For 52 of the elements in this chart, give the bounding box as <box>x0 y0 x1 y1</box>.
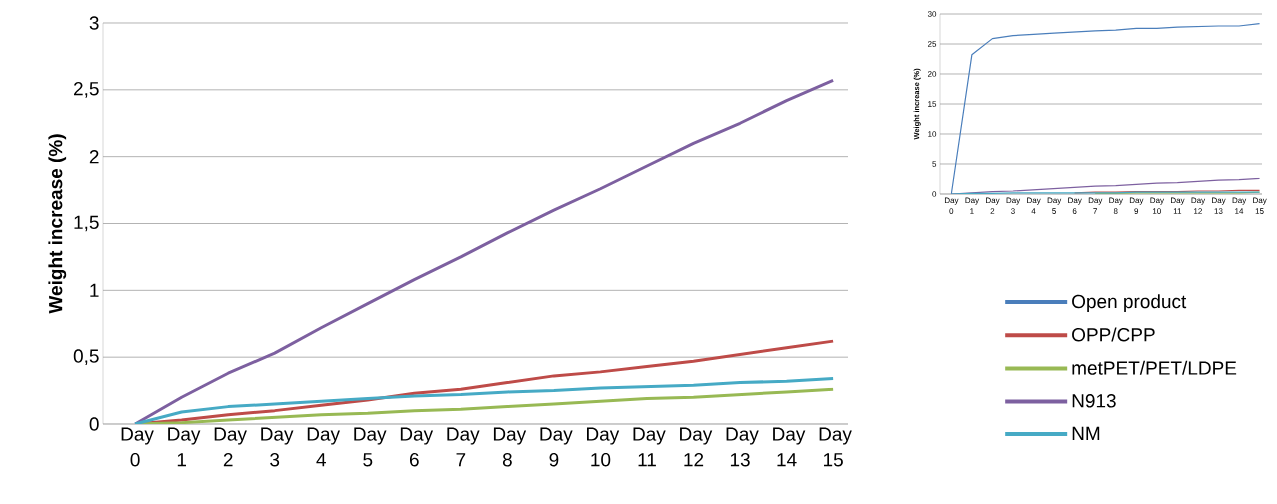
x-tick-label: Day 0 <box>121 427 154 467</box>
y-tick-label: 20 <box>927 71 937 77</box>
x-tick-label: Day 6 <box>1068 197 1082 214</box>
x-tick-label: Day 12 <box>1191 197 1206 214</box>
legend-label: Open product <box>1072 294 1187 312</box>
x-tick-label: Day 1 <box>168 427 201 467</box>
x-tick-label: Day 15 <box>819 427 852 467</box>
y-tick-label: 30 <box>927 11 937 17</box>
x-tick-label: Day 13 <box>726 427 759 467</box>
x-tick-label: Day 11 <box>633 427 666 467</box>
x-tick-label: Day 14 <box>773 427 806 467</box>
y-tick-label: 1 <box>90 283 99 297</box>
x-tick-label: Day 7 <box>1088 197 1103 214</box>
x-tick-label: Day 5 <box>354 427 387 467</box>
x-tick-label: Day 1 <box>965 197 980 214</box>
x-tick-label: Day 13 <box>1212 197 1226 214</box>
x-tick-label: Day 3 <box>261 427 294 467</box>
x-tick-label: Day 8 <box>493 427 527 467</box>
y-tick-label: 0,5 <box>73 349 99 366</box>
x-tick-label: Day 5 <box>1047 197 1062 214</box>
y-tick-label: 25 <box>927 41 937 47</box>
y-tick-label: 2,5 <box>74 81 99 98</box>
y-tick-label: 1,5 <box>74 215 99 232</box>
x-tick-label: Day 6 <box>400 427 434 467</box>
x-tick-label: Day 10 <box>1150 197 1165 214</box>
legend-label: OPP/CPP <box>1072 327 1155 342</box>
y-tick-label: 3 <box>89 16 99 30</box>
x-tick-label: Day 9 <box>540 427 573 467</box>
x-tick-label: Day 14 <box>1232 197 1247 214</box>
x-tick-label: Day 2 <box>214 427 247 467</box>
x-tick-label: Day 4 <box>307 427 340 467</box>
x-tick-label: Day 8 <box>1109 197 1123 214</box>
x-tick-label: Day 9 <box>1129 197 1144 214</box>
x-tick-label: Day 7 <box>447 427 480 467</box>
legend-label: NM <box>1072 426 1100 440</box>
x-tick-label: Day 12 <box>680 427 713 467</box>
x-tick-label: Day 10 <box>587 427 620 467</box>
y-tick-label: 0 <box>89 417 99 431</box>
x-tick-label: Day 4 <box>1027 197 1041 214</box>
x-tick-label: Day 0 <box>944 197 959 214</box>
y-tick-label: 0 <box>932 191 937 197</box>
legend-label: N913 <box>1072 394 1116 408</box>
y-tick-label: 15 <box>928 101 937 107</box>
x-tick-label: Day 3 <box>1006 197 1021 214</box>
x-tick-label: Day 11 <box>1171 197 1185 214</box>
y-tick-label: 2 <box>89 150 99 164</box>
y-tick-label: 10 <box>928 131 937 137</box>
y-axis-title: Weight increase (%) <box>48 134 67 314</box>
legend-label: metPET/PET/LDPE <box>1072 360 1237 375</box>
x-tick-label: Day 15 <box>1253 197 1267 214</box>
y-tick-label: 5 <box>932 161 937 167</box>
x-tick-label: Day 2 <box>986 197 1000 214</box>
